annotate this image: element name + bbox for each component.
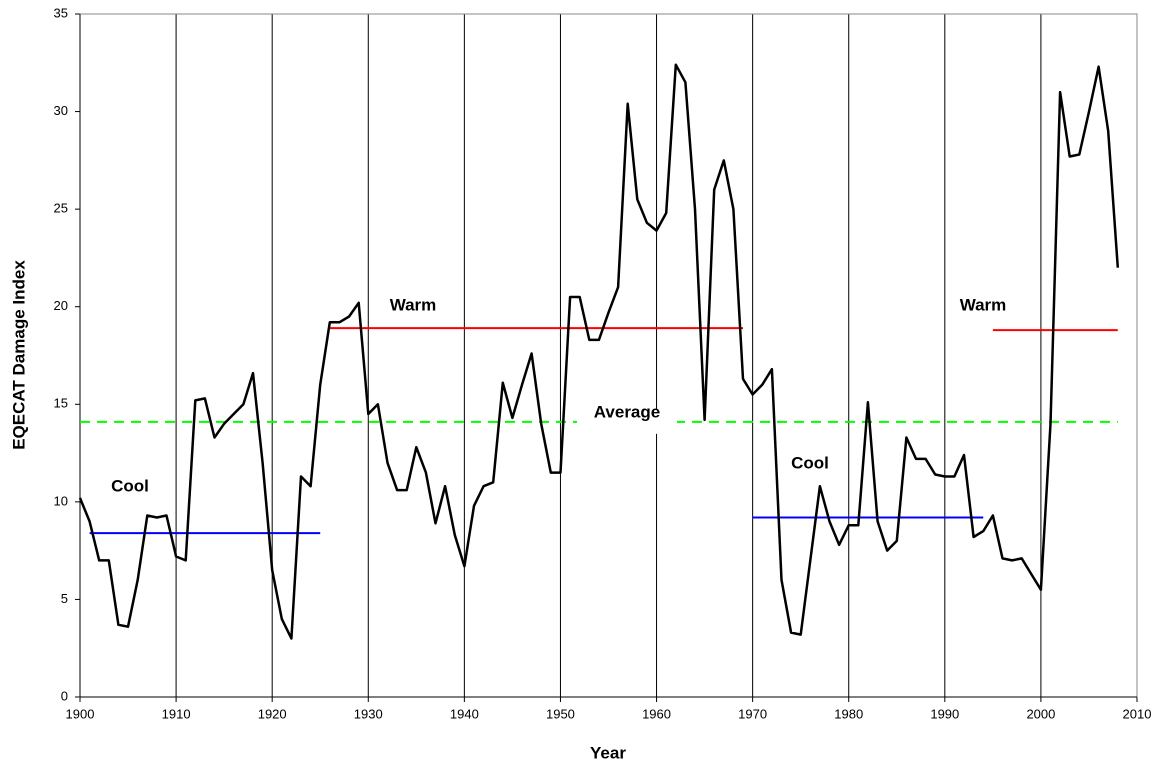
x-tick-label: 1990 <box>930 706 959 721</box>
y-tick-label: 0 <box>61 688 68 703</box>
x-tick-label: 1980 <box>834 706 863 721</box>
x-tick-label: 1930 <box>354 706 383 721</box>
reference-label: Warm <box>390 295 437 314</box>
x-tick-label: 2000 <box>1026 706 1055 721</box>
label-bg <box>577 409 677 434</box>
y-tick-label: 5 <box>61 591 68 606</box>
x-tick-label: 1900 <box>66 706 95 721</box>
y-axis-title: EQECAT Damage Index <box>9 260 28 450</box>
x-tick-label: 1910 <box>162 706 191 721</box>
plot-frame <box>79 13 1138 698</box>
reference-label: Warm <box>960 295 1007 314</box>
data-line <box>78 63 1120 640</box>
x-tick-label: 1940 <box>450 706 479 721</box>
y-tick-label: 35 <box>54 5 68 20</box>
x-tick-label: 2010 <box>1123 706 1152 721</box>
reference-label: Cool <box>111 476 149 495</box>
y-tick-label: 20 <box>54 298 68 313</box>
y-tick-label: 25 <box>54 201 68 216</box>
x-tick-label: 1950 <box>546 706 575 721</box>
x-axis-title: Year <box>590 743 626 762</box>
x-tick-label: 1970 <box>738 706 767 721</box>
y-tick-label: 10 <box>54 493 68 508</box>
x-tick-label: 1920 <box>258 706 287 721</box>
reference-label: Cool <box>791 453 829 472</box>
x-tick-label: 1960 <box>642 706 671 721</box>
reference-label: Average <box>594 402 660 421</box>
y-tick-label: 15 <box>54 396 68 411</box>
y-tick-label: 30 <box>54 103 68 118</box>
